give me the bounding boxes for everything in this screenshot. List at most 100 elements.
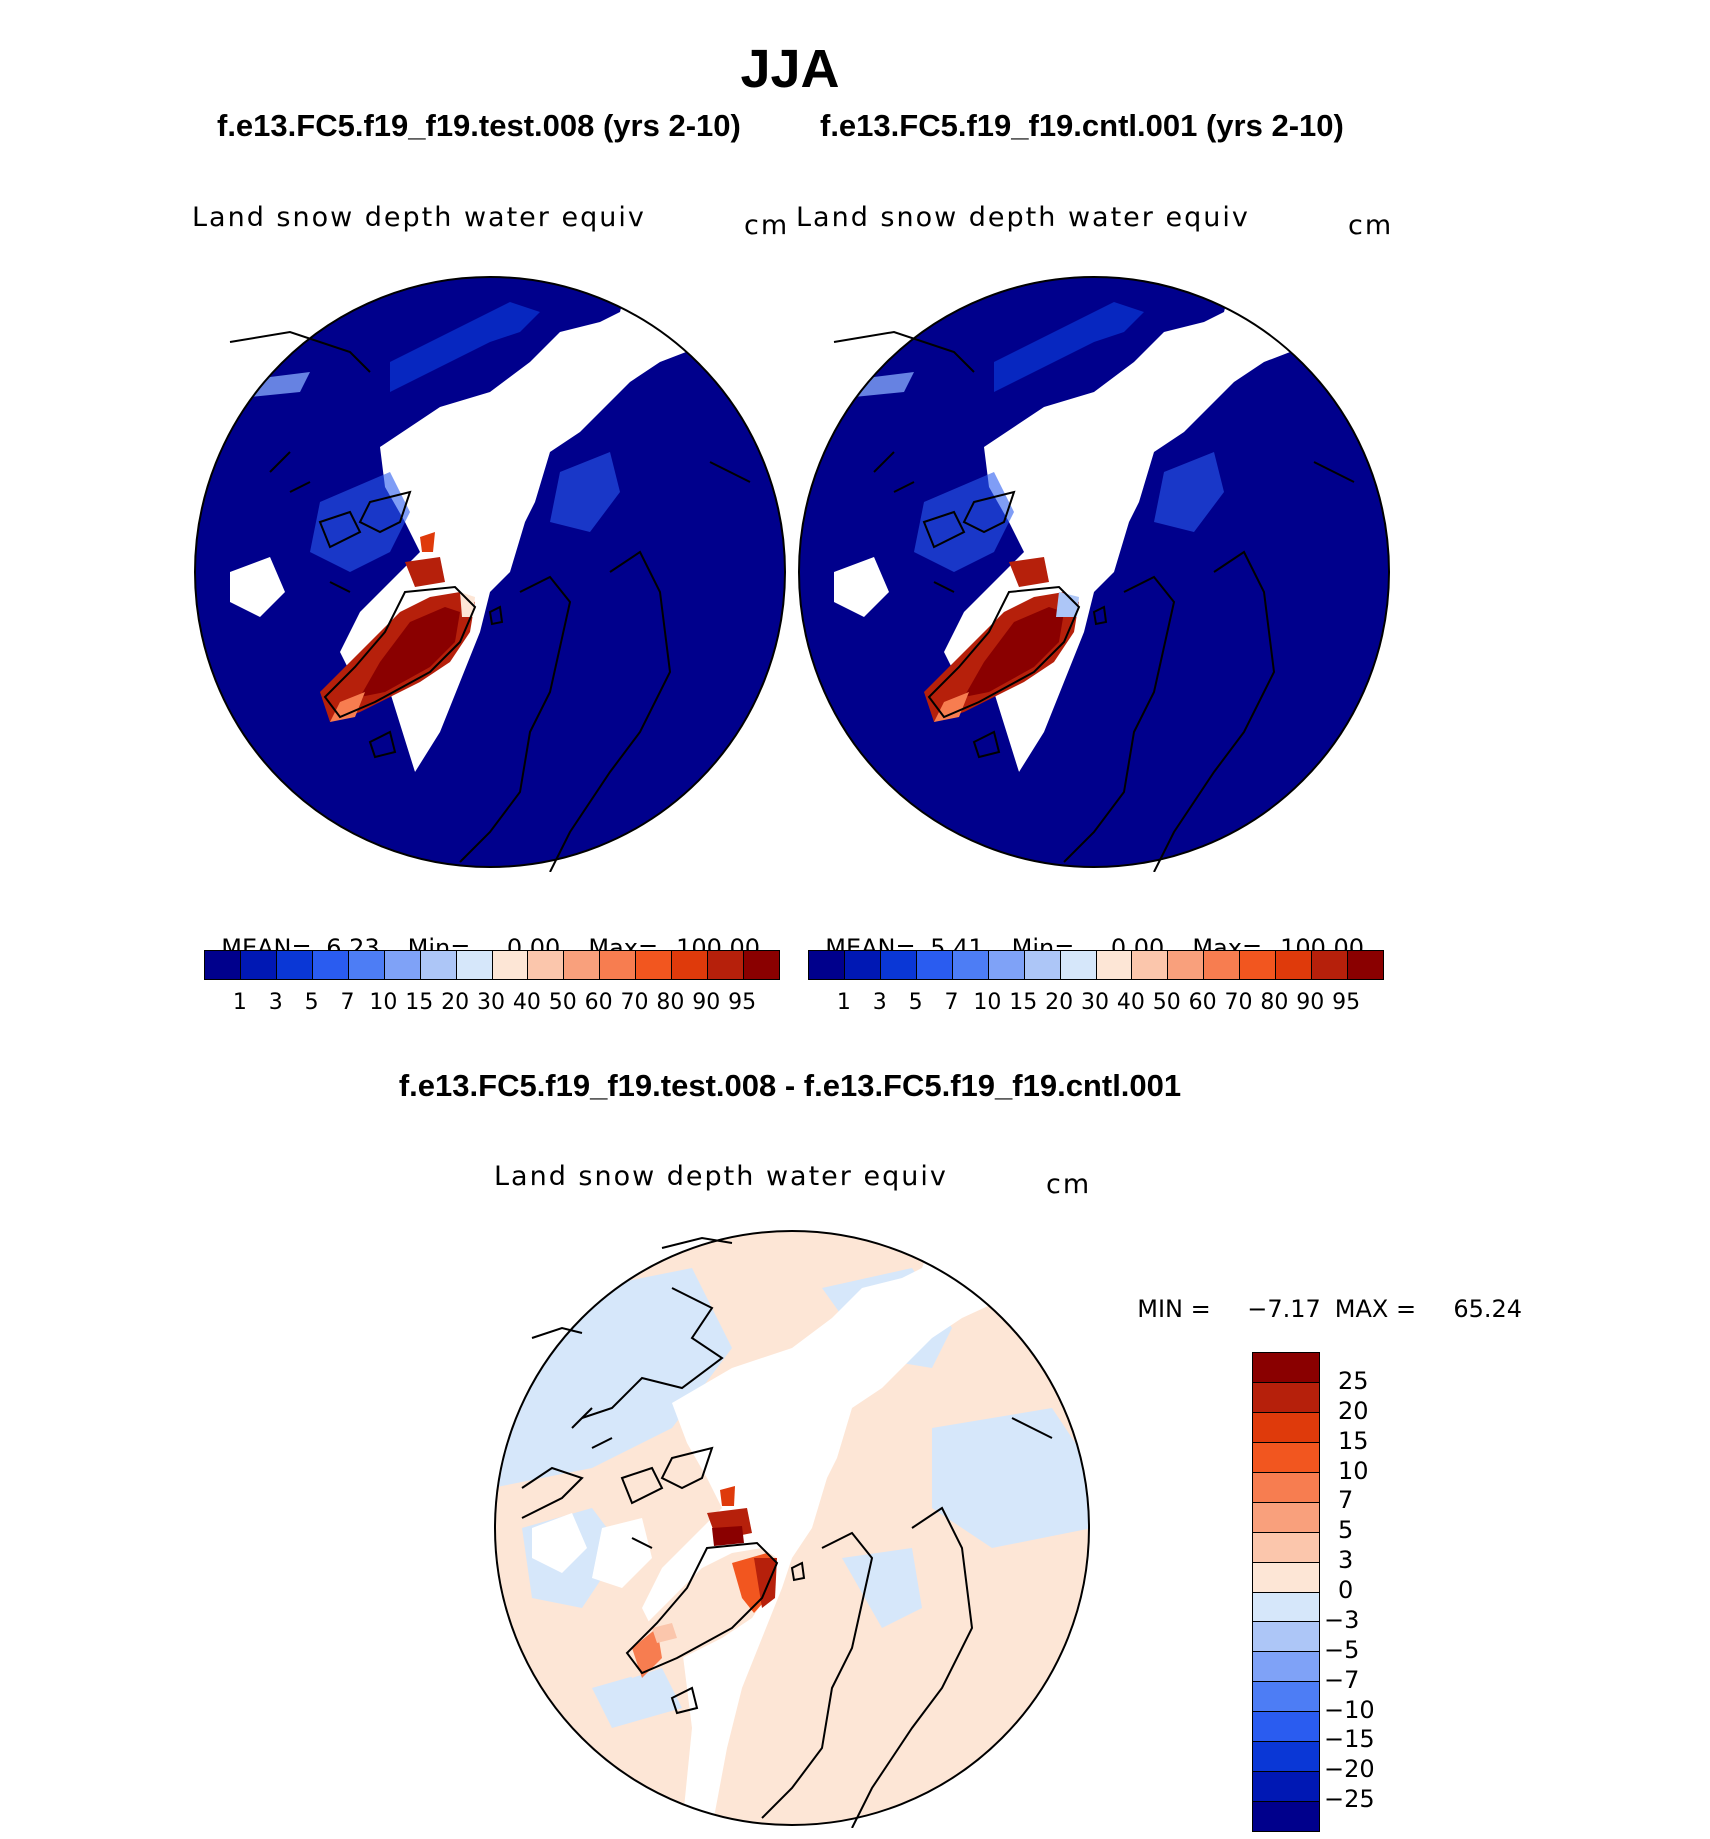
- diff-colorbar-segment: [1253, 1802, 1319, 1831]
- cntl-colorbar-tick-label: 95: [1332, 990, 1361, 1015]
- diff-colorbar-segment: [1253, 1472, 1319, 1503]
- diff-title: f.e13.FC5.f19_f19.test.008 - f.e13.FC5.f…: [398, 1068, 1182, 1103]
- test-polar-map: [194, 276, 786, 872]
- test-colorbar-segment: [636, 951, 673, 979]
- test-colorbar-segment: [528, 951, 565, 979]
- diff-colorbar-tick-label: 3: [1338, 1546, 1354, 1575]
- diff-colorbar-segment: [1253, 1742, 1319, 1773]
- cntl-colorbar-tick-label: 80: [1260, 990, 1289, 1015]
- diff-colorbar-segment: [1253, 1712, 1319, 1743]
- diff-colorbar-tick-label: −10: [1324, 1695, 1375, 1724]
- cntl-colorbar-segment: [952, 951, 989, 979]
- test-colorbar-tick-label: 50: [548, 990, 577, 1015]
- test-colorbar-tick-label: 80: [656, 990, 685, 1015]
- diff-colorbar-tick-label: 0: [1338, 1576, 1354, 1604]
- diff-colorbar-tick-label: 5: [1338, 1516, 1354, 1545]
- diff-colorbar-tick-label: −20: [1324, 1755, 1375, 1784]
- cntl-colorbar-tick-label: 20: [1045, 990, 1074, 1015]
- cntl-case-title: f.e13.FC5.f19_f19.cntl.001 (yrs 2-10): [820, 108, 1344, 143]
- diff-colorbar: [1252, 1352, 1320, 1832]
- test-colorbar-segment: [312, 951, 349, 979]
- cntl-colorbar-segment: [1204, 951, 1241, 979]
- test-colorbar-segment: [600, 951, 637, 979]
- test-colorbar-tick-label: 70: [620, 990, 649, 1015]
- diff-colorbar-tick-label: −5: [1324, 1635, 1360, 1664]
- test-colorbar-segment: [708, 951, 745, 979]
- diff-colorbar-tick-label: 25: [1338, 1366, 1369, 1395]
- test-colorbar-ticks: 1 3 5 7 10 15 20 30 40 50 60 70 80 90 95: [204, 990, 778, 1020]
- cntl-colorbar: [808, 950, 1384, 980]
- test-case-title: f.e13.FC5.f19_f19.test.008 (yrs 2-10): [217, 108, 741, 143]
- diff-colorbar-tick-label: 7: [1338, 1486, 1354, 1515]
- cntl-colorbar-tick-label: 40: [1116, 990, 1145, 1015]
- test-colorbar-tick-label: 40: [512, 990, 541, 1015]
- diff-colorbar-segment: [1253, 1412, 1319, 1443]
- diff-colorbar-segment: [1253, 1652, 1319, 1683]
- test-colorbar-segment: [744, 951, 779, 979]
- test-colorbar-tick-label: 95: [728, 990, 757, 1015]
- test-colorbar-tick-label: 5: [304, 990, 319, 1015]
- test-colorbar: [204, 950, 780, 980]
- cntl-polar-map: [798, 276, 1390, 872]
- cntl-colorbar-segment: [988, 951, 1025, 979]
- diff-colorbar-segment: [1253, 1562, 1319, 1593]
- cntl-colorbar-segment: [916, 951, 953, 979]
- test-colorbar-tick-label: 90: [692, 990, 721, 1015]
- cntl-colorbar-segment: [1168, 951, 1205, 979]
- diff-colorbar-tick-label: 15: [1338, 1426, 1369, 1455]
- figure-title: JJA: [740, 39, 840, 99]
- test-colorbar-segment: [492, 951, 529, 979]
- test-colorbar-segment: [564, 951, 601, 979]
- diff-variable-label: Land snow depth water equiv: [494, 1161, 948, 1192]
- test-colorbar-tick-label: 30: [477, 990, 505, 1015]
- test-colorbar-tick-label: 3: [268, 990, 283, 1015]
- test-colorbar-tick-label: 60: [584, 990, 613, 1015]
- test-colorbar-tick-label: 10: [369, 990, 398, 1015]
- cntl-colorbar-tick-label: 30: [1081, 990, 1109, 1015]
- test-colorbar-segment: [672, 951, 709, 979]
- cntl-colorbar-tick-label: 10: [973, 990, 1002, 1015]
- cntl-colorbar-tick-label: 15: [1009, 990, 1038, 1015]
- diff-colorbar-segment: [1253, 1442, 1319, 1473]
- cntl-colorbar-tick-label: 90: [1296, 990, 1325, 1015]
- cntl-colorbar-tick-label: 1: [836, 990, 851, 1015]
- cntl-colorbar-segment: [880, 951, 917, 979]
- diff-colorbar-segment: [1253, 1353, 1319, 1383]
- test-colorbar-segment: [420, 951, 457, 979]
- cntl-colorbar-segment: [1024, 951, 1061, 979]
- diff-colorbar-tick-label: 20: [1338, 1396, 1369, 1425]
- cntl-colorbar-segment: [1132, 951, 1169, 979]
- cntl-variable-label: Land snow depth water equiv: [796, 202, 1250, 233]
- cntl-colorbar-tick-label: 50: [1152, 990, 1181, 1015]
- diff-colorbar-segment: [1253, 1622, 1319, 1653]
- test-units-label: cm: [744, 210, 790, 241]
- test-colorbar-segment: [456, 951, 493, 979]
- cntl-colorbar-tick-label: 60: [1188, 990, 1217, 1015]
- cntl-colorbar-segment: [1312, 951, 1349, 979]
- diff-colorbar-segment: [1253, 1382, 1319, 1413]
- cntl-colorbar-segment: [809, 951, 845, 979]
- cntl-colorbar-tick-label: 7: [944, 990, 959, 1015]
- test-colorbar-tick-label: 20: [441, 990, 470, 1015]
- test-colorbar-segment: [348, 951, 385, 979]
- diff-colorbar-segment: [1253, 1592, 1319, 1623]
- diff-colorbar-tick-label: −25: [1324, 1785, 1375, 1814]
- test-colorbar-segment: [384, 951, 421, 979]
- cntl-colorbar-tick-label: 5: [908, 990, 923, 1015]
- test-colorbar-segment: [240, 951, 277, 979]
- cntl-colorbar-segment: [1348, 951, 1383, 979]
- cntl-colorbar-segment: [844, 951, 881, 979]
- test-colorbar-tick-label: 7: [340, 990, 355, 1015]
- cntl-colorbar-segment: [1096, 951, 1133, 979]
- diff-colorbar-tick-label: −3: [1324, 1605, 1360, 1634]
- cntl-colorbar-segment: [1240, 951, 1277, 979]
- cntl-colorbar-tick-label: 3: [872, 990, 887, 1015]
- diff-stats: MIN = −7.17 MAX = 65.24: [1137, 1295, 1523, 1323]
- test-colorbar-tick-label: 1: [232, 990, 247, 1015]
- diff-colorbar-segment: [1253, 1502, 1319, 1533]
- diff-colorbar-tick-label: −7: [1324, 1665, 1360, 1694]
- diff-colorbar-tick-label: 10: [1338, 1456, 1369, 1485]
- cntl-colorbar-tick-label: 70: [1224, 990, 1253, 1015]
- diff-colorbar-segment: [1253, 1772, 1319, 1803]
- diff-colorbar-tick-label: −15: [1324, 1725, 1375, 1754]
